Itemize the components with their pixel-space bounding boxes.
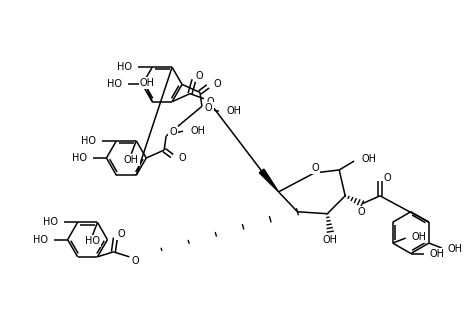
- Text: O: O: [178, 153, 186, 163]
- Text: HO: HO: [33, 235, 48, 244]
- Text: O: O: [357, 207, 365, 217]
- Text: OH: OH: [227, 106, 242, 116]
- Text: O: O: [207, 96, 214, 107]
- Text: O: O: [131, 256, 139, 266]
- Text: OH: OH: [191, 126, 206, 136]
- Text: O: O: [214, 80, 221, 89]
- Text: O: O: [169, 127, 177, 137]
- Text: OH: OH: [448, 244, 463, 254]
- Text: O: O: [196, 71, 204, 81]
- Text: OH: OH: [124, 155, 139, 165]
- Text: OH: OH: [361, 154, 376, 164]
- Text: O: O: [205, 103, 213, 113]
- Text: O: O: [384, 173, 392, 183]
- Polygon shape: [259, 169, 279, 192]
- Text: OH: OH: [430, 248, 445, 259]
- Text: HO: HO: [72, 153, 86, 163]
- Text: HO: HO: [81, 136, 97, 146]
- Text: OH: OH: [140, 78, 155, 88]
- Text: O: O: [312, 163, 319, 173]
- Text: OH: OH: [412, 232, 427, 242]
- Text: HO: HO: [117, 62, 133, 72]
- Text: OH: OH: [323, 235, 338, 244]
- Text: HO: HO: [107, 80, 122, 89]
- Text: HO: HO: [85, 236, 100, 246]
- Text: O: O: [117, 229, 125, 239]
- Text: HO: HO: [43, 217, 58, 227]
